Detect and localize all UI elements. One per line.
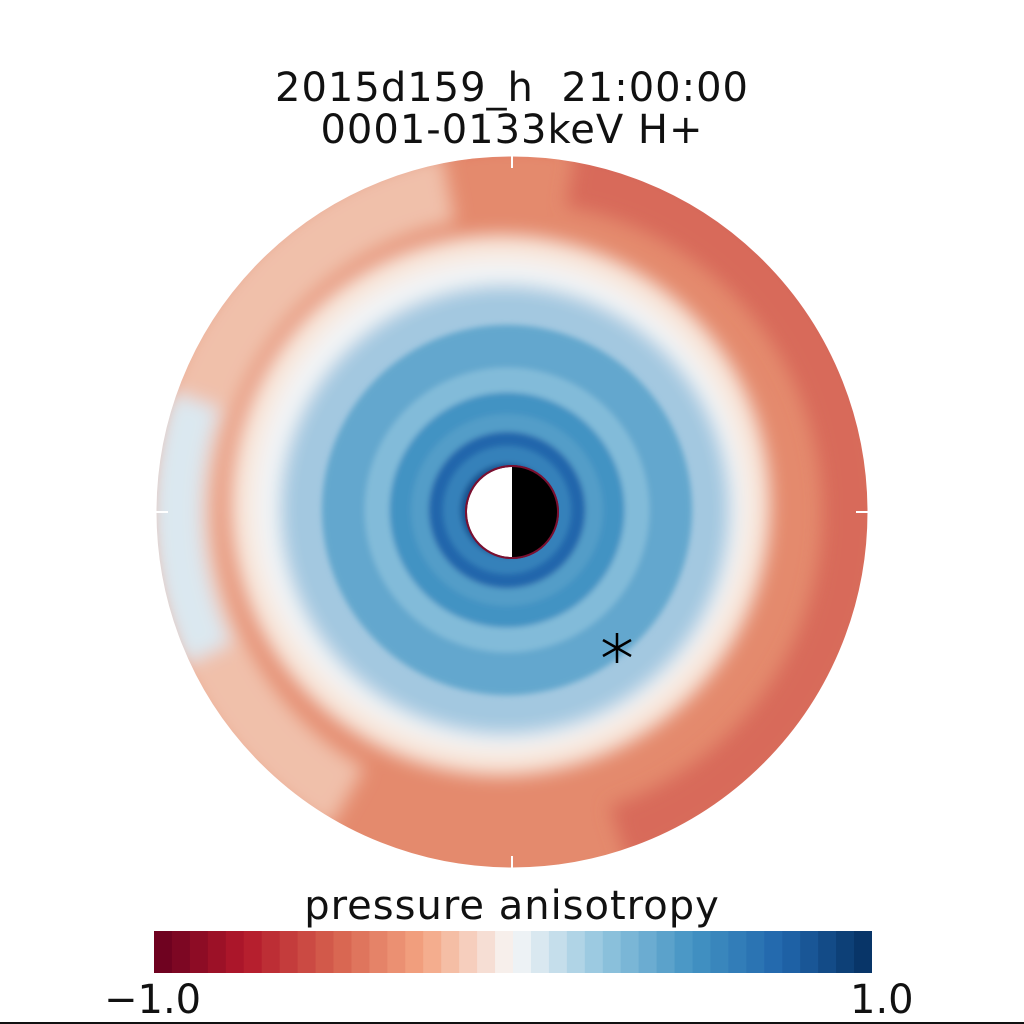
colorbar-cell	[638, 931, 658, 973]
colorbar-cell	[692, 931, 712, 973]
colorbar-cell	[674, 931, 694, 973]
colorbar-cell	[207, 931, 227, 973]
colorbar-cell	[656, 931, 676, 973]
colorbar	[154, 931, 872, 973]
colorbar-cell	[764, 931, 783, 973]
chart-title-line2: 0001-0133keV H+	[320, 107, 704, 153]
colorbar-cell	[530, 931, 550, 973]
colorbar-cell	[171, 931, 191, 973]
colorbar-cell	[333, 931, 353, 973]
colorbar-cell	[459, 931, 478, 973]
chart-title-line1: 2015d159_h 21:00:00	[275, 65, 749, 111]
colorbar-cell	[800, 931, 819, 973]
colorbar-cell	[315, 931, 335, 973]
anisotropy-map	[156, 156, 868, 868]
colorbar-cell	[279, 931, 299, 973]
colorbar-cell	[423, 931, 442, 973]
outer-blue-arc	[156, 156, 868, 868]
colorbar-title: pressure anisotropy	[304, 883, 720, 929]
colorbar-cells	[154, 931, 872, 973]
outer-light-arc	[156, 156, 868, 868]
colorbar-cell	[782, 931, 801, 973]
colorbar-min-label: −1.0	[104, 977, 202, 1023]
outer-red-arc	[156, 156, 868, 868]
colorbar-cell	[620, 931, 640, 973]
colorbar-max-label: 1.0	[850, 977, 914, 1023]
colorbar-cell	[513, 931, 532, 973]
colorbar-cell	[836, 931, 855, 973]
bottom-border	[0, 1022, 1024, 1024]
earth-nightside	[512, 466, 558, 558]
colorbar-cell	[441, 931, 460, 973]
axis-ticks	[156, 156, 868, 868]
polar-plot	[155, 155, 869, 869]
colorbar-cell	[818, 931, 837, 973]
earth-icon	[465, 465, 559, 559]
colorbar-cell	[243, 931, 263, 973]
colorbar-cell	[387, 931, 406, 973]
colorbar-cell	[405, 931, 424, 973]
colorbar-cell	[261, 931, 281, 973]
colorbar-cell	[495, 931, 514, 973]
colorbar-cell	[854, 931, 872, 973]
colorbar-cell	[584, 931, 604, 973]
colorbar-cell	[746, 931, 765, 973]
colorbar-cell	[297, 931, 317, 973]
colorbar-cell	[728, 931, 747, 973]
colorbar-cell	[602, 931, 622, 973]
colorbar-cell	[351, 931, 370, 973]
colorbar-cell	[369, 931, 388, 973]
colorbar-cell	[477, 931, 496, 973]
colorbar-cell	[225, 931, 245, 973]
colorbar-cell	[710, 931, 729, 973]
colorbar-cell	[566, 931, 586, 973]
colorbar-cell	[154, 931, 173, 973]
satellite-asterisk-icon	[602, 633, 632, 663]
colorbar-cell	[548, 931, 568, 973]
colorbar-cell	[189, 931, 209, 973]
